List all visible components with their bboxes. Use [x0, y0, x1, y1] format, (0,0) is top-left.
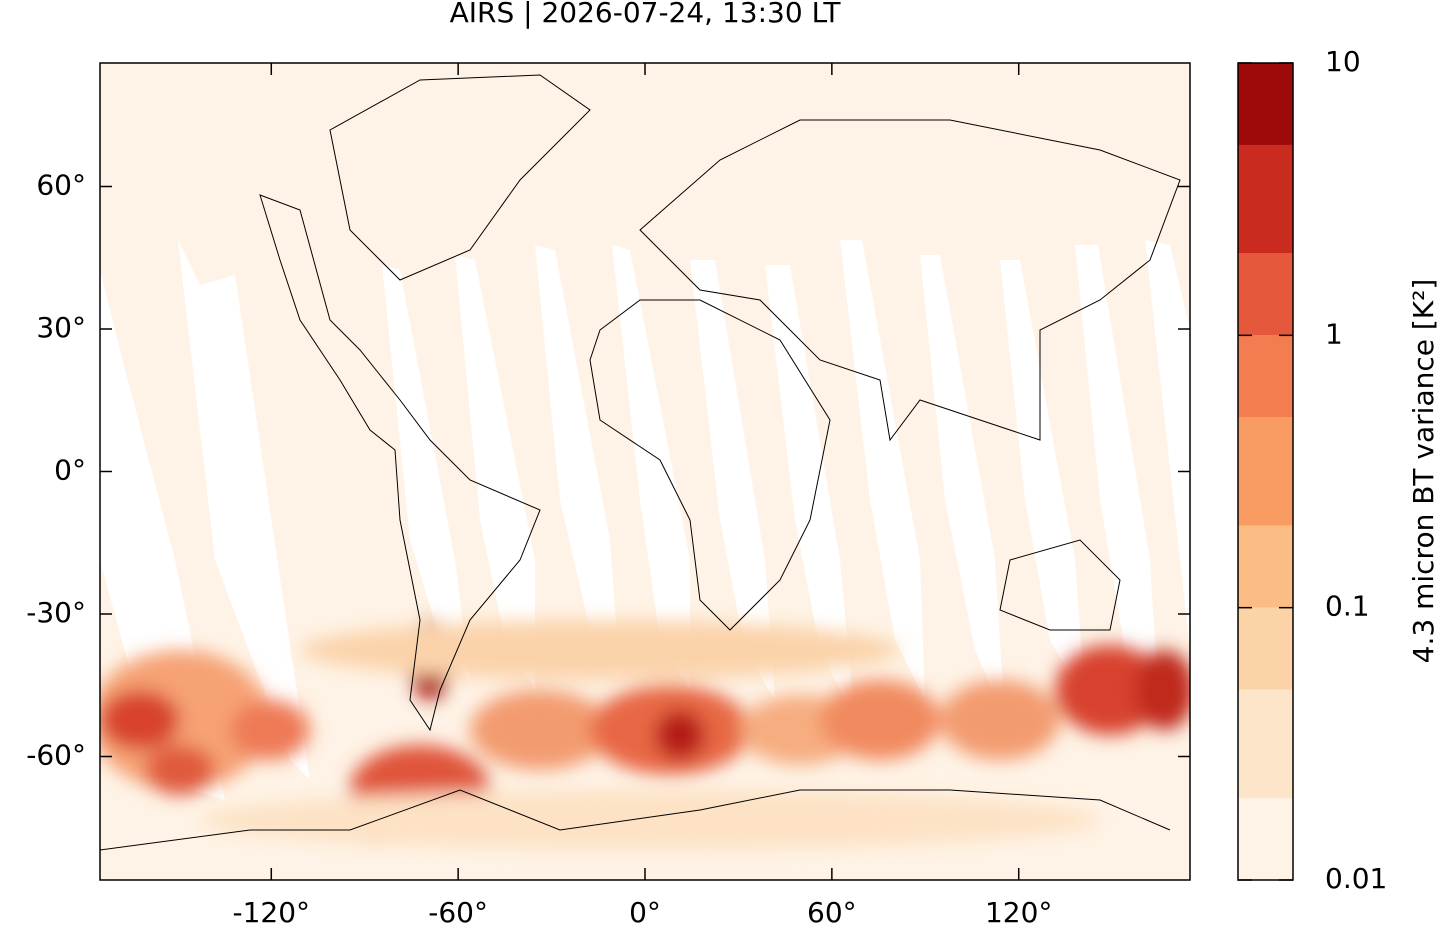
- axes: -120° -60° 0° 60° 120° 60° 30° 0° -30° -60°: [26, 63, 1190, 929]
- colorbar-label: 4.3 micron BT variance [K²]: [1407, 279, 1440, 664]
- y-tick-label: -30°: [26, 596, 86, 629]
- colorbar-level: [1238, 689, 1293, 799]
- colorbar-level: [1238, 253, 1293, 336]
- colorbar: 0.01 0.1 1 10: [1237, 45, 1387, 895]
- x-tick-label: 60°: [807, 896, 857, 929]
- colorbar-tick-label: 0.1: [1325, 590, 1370, 623]
- colorbar-tick-label: 1: [1325, 317, 1343, 350]
- x-tick-label: 0°: [629, 896, 661, 929]
- y-tick-label: 30°: [36, 311, 86, 344]
- colorbar-level: [1238, 798, 1293, 880]
- colorbar-level: [1238, 335, 1293, 418]
- colorbar-level: [1238, 525, 1293, 608]
- x-tick-label: -60°: [428, 896, 488, 929]
- x-tick-label: -120°: [233, 896, 311, 929]
- colorbar-level: [1238, 607, 1293, 690]
- colorbar-tick-label: 10: [1325, 45, 1361, 78]
- y-tick-label: 60°: [36, 169, 86, 202]
- colorbar-level: [1238, 63, 1293, 145]
- colorbar-level: [1238, 417, 1293, 526]
- colorbar-level: [1238, 144, 1293, 254]
- variance-band: [100, 620, 1190, 850]
- colorbar-frame: [1237, 62, 1294, 881]
- map-field: [100, 63, 1190, 880]
- colorbar-tick-label: 0.01: [1325, 862, 1387, 895]
- y-tick-label: 0°: [54, 454, 86, 487]
- coastlines: [100, 74, 1181, 851]
- x-tick-label: 120°: [985, 896, 1052, 929]
- chart-title: AIRS | 2026-07-24, 13:30 LT: [450, 0, 842, 29]
- y-tick-label: -60°: [26, 739, 86, 772]
